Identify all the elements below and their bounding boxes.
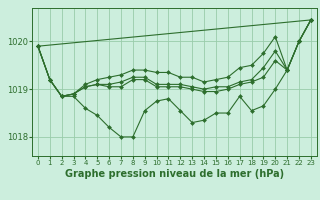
X-axis label: Graphe pression niveau de la mer (hPa): Graphe pression niveau de la mer (hPa) <box>65 169 284 179</box>
